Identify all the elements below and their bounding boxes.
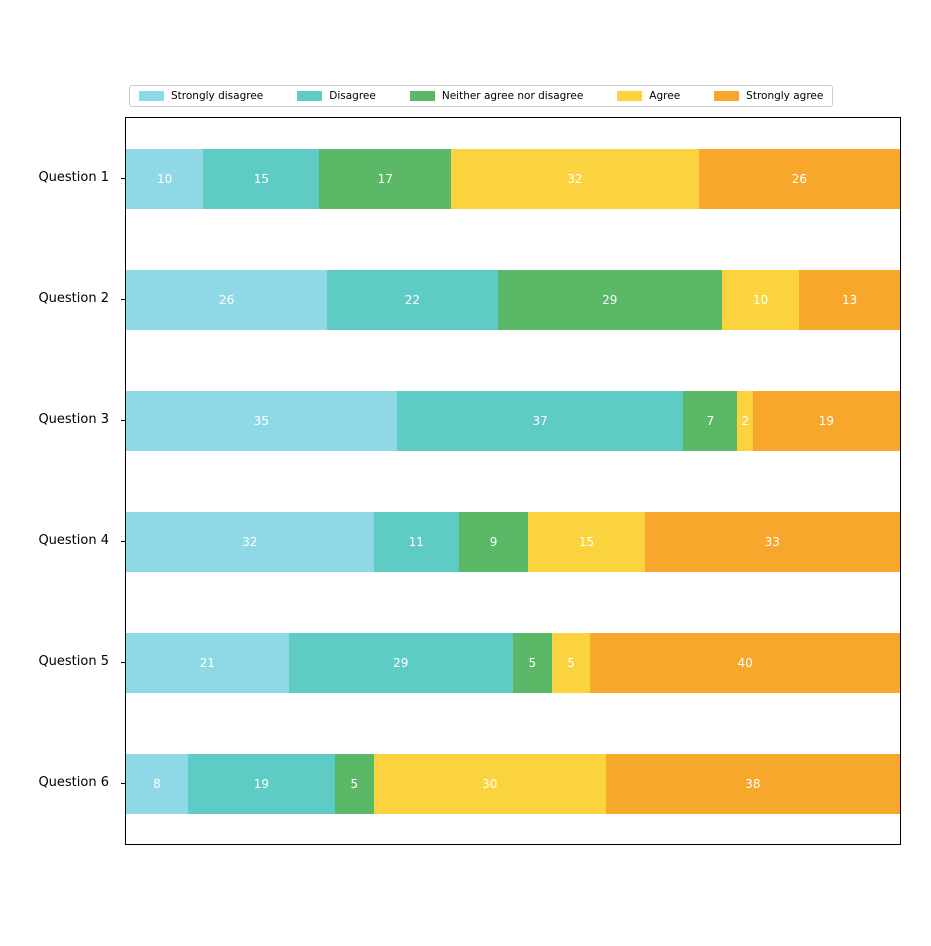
bar-segment: 26	[698, 148, 900, 209]
bar-segment: 5	[512, 632, 552, 693]
bar-value-label: 32	[242, 534, 258, 549]
bar-row-6: 8 19 5 30 38	[126, 753, 900, 814]
bar-segment: 15	[203, 148, 320, 209]
y-axis-label: Question 6	[38, 774, 109, 790]
bar-segment: 11	[373, 511, 459, 572]
bar-value-label: 40	[737, 655, 753, 670]
bar-value-label: 2	[741, 413, 749, 428]
y-axis-label: Question 5	[38, 653, 109, 669]
bar-segment: 17	[319, 148, 452, 209]
bar-segment: 22	[327, 269, 498, 330]
bar-segment: 26	[126, 269, 328, 330]
bar-value-label: 29	[602, 292, 618, 307]
bar-row-2: 26 22 29 10 13	[126, 269, 900, 330]
y-axis-tick	[121, 661, 125, 663]
y-axis-label: Question 3	[38, 411, 109, 427]
y-axis-label: Question 1	[38, 169, 109, 185]
bar-segment: 10	[126, 148, 204, 209]
bar-value-label: 30	[482, 776, 498, 791]
bar-value-label: 5	[350, 776, 359, 791]
y-axis-tick	[121, 298, 125, 300]
legend-label: Disagree	[329, 89, 376, 102]
bar-value-label: 15	[578, 534, 595, 549]
legend-swatch-icon	[297, 91, 323, 101]
bar-value-label: 17	[377, 171, 393, 186]
bar-value-label: 13	[842, 292, 858, 307]
legend-label: Neither agree nor disagree	[441, 89, 584, 102]
bar-segment: 2	[737, 390, 753, 451]
bar-segment: 37	[396, 390, 684, 451]
legend-item: Strongly disagree	[139, 91, 263, 102]
bar-segment: 29	[497, 269, 722, 330]
legend-item: Strongly agree	[714, 91, 823, 102]
legend-swatch-icon	[714, 91, 740, 101]
bar-segment: 9	[458, 511, 529, 572]
bar-row-1: 10 15 17 32 26	[126, 148, 900, 209]
y-axis-label: Question 2	[38, 290, 109, 306]
chart-legend: Strongly disagree Disagree Neither agree n…	[129, 85, 834, 107]
bar-segment: 8	[126, 753, 188, 814]
bar-value-label: 5	[528, 655, 537, 670]
bar-value-label: 9	[489, 534, 498, 549]
bar-value-label: 10	[753, 292, 769, 307]
bar-value-label: 22	[404, 292, 420, 307]
bar-segment: 30	[373, 753, 606, 814]
bar-value-label: 32	[567, 171, 583, 186]
bar-value-label: 19	[818, 413, 835, 428]
bar-value-label: 21	[199, 655, 215, 670]
bar-value-label: 37	[532, 413, 548, 428]
bar-value-label: 11	[408, 534, 424, 549]
bar-segment: 21	[126, 632, 289, 693]
legend-swatch-icon	[139, 91, 164, 101]
legend-item: Disagree	[297, 91, 376, 102]
bar-value-label: 15	[253, 171, 270, 186]
bar-segment: 19	[187, 753, 335, 814]
legend-item: Neither agree nor disagree	[409, 89, 584, 102]
y-axis-tick	[121, 177, 125, 179]
bar-value-label: 29	[393, 655, 409, 670]
bar-segment: 40	[590, 632, 900, 693]
bar-row-4: 32 11 9 15 33	[126, 511, 900, 572]
bar-row-5: 21 29 5 5 40	[126, 632, 900, 693]
bar-value-label: 26	[218, 292, 235, 307]
bar-segment: 5	[334, 753, 374, 814]
bar-value-label: 8	[153, 776, 161, 791]
bar-segment: 38	[605, 753, 900, 814]
bar-segment: 15	[528, 511, 645, 572]
bar-value-label: 38	[745, 776, 761, 791]
legend-swatch-icon	[617, 91, 643, 101]
bar-segment: 10	[721, 269, 800, 330]
bar-row-3: 35 37 7 2 19	[126, 390, 900, 451]
bar-segment: 33	[644, 511, 900, 572]
bar-value-label: 19	[253, 776, 270, 791]
bar-segment: 32	[126, 511, 374, 572]
bar-segment: 29	[288, 632, 513, 693]
bar-value-label: 26	[791, 171, 807, 186]
legend-label: Strongly agree	[746, 89, 824, 102]
bar-segment: 19	[752, 390, 900, 451]
legend-label: Agree	[649, 89, 681, 102]
y-axis-tick	[121, 540, 125, 542]
bar-segment: 32	[451, 148, 699, 209]
y-axis-label: Question 4	[38, 532, 109, 548]
plot-area: 10 15 17 32 26 26 22 29 10 13 35 37 7 2 19 32 11 9 15 33 21 2…	[125, 117, 901, 845]
bar-segment: 7	[683, 390, 738, 451]
bar-segment: 5	[551, 632, 591, 693]
legend-swatch-icon	[409, 91, 435, 101]
bar-value-label: 7	[706, 413, 715, 428]
y-axis-tick	[121, 419, 125, 421]
bar-value-label: 33	[764, 534, 780, 549]
legend-label: Strongly disagree	[171, 89, 264, 102]
legend-item: Agree	[617, 91, 680, 102]
bar-value-label: 5	[567, 655, 575, 670]
bar-segment: 13	[799, 269, 900, 330]
bar-segment: 35	[126, 390, 397, 451]
y-axis-tick	[121, 782, 125, 784]
bar-value-label: 35	[253, 413, 270, 428]
bar-value-label: 10	[157, 171, 173, 186]
